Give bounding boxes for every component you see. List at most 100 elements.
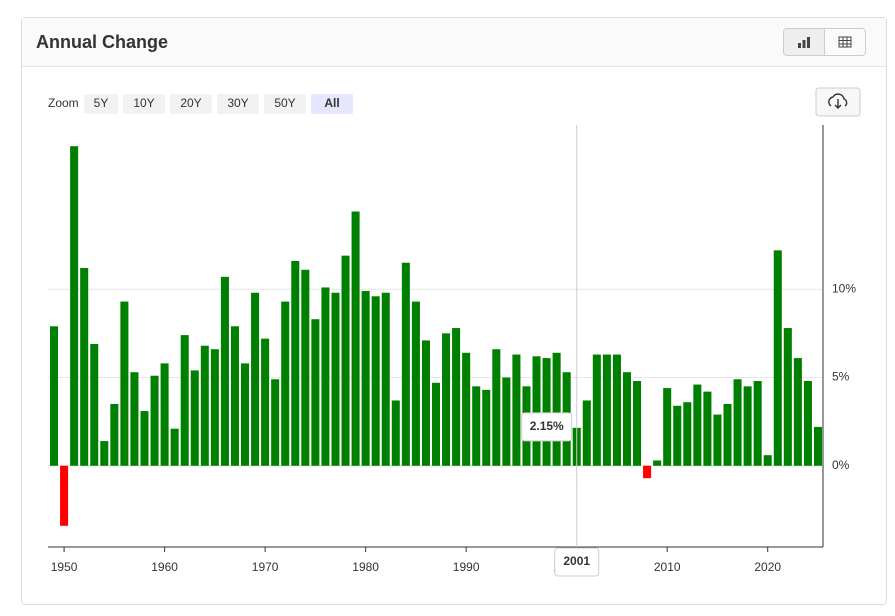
bar [743, 386, 752, 466]
bar [401, 262, 410, 466]
bar [673, 405, 682, 466]
bar [160, 363, 169, 466]
bar [813, 426, 822, 466]
bar [90, 343, 99, 466]
view-toggle [783, 28, 866, 56]
zoom-button-label: 50Y [274, 96, 295, 110]
bar [120, 301, 129, 466]
bar [763, 455, 772, 466]
bar [240, 363, 250, 466]
zoom-button-label: 20Y [180, 96, 201, 110]
bar [663, 388, 672, 466]
bar [532, 356, 541, 466]
bar [200, 345, 209, 466]
bar [612, 354, 621, 466]
zoom-button[interactable] [170, 94, 212, 114]
bar [381, 292, 390, 466]
bar [582, 400, 591, 466]
x-tick-label: 1970 [252, 560, 279, 574]
bar [150, 375, 159, 466]
bar [723, 403, 732, 466]
bar [190, 370, 199, 466]
bar [602, 354, 611, 466]
bar [542, 358, 551, 466]
bar [512, 354, 521, 466]
zoom-button[interactable] [311, 94, 353, 114]
bar [341, 255, 350, 466]
bar [431, 382, 441, 466]
x-tick-label: 1950 [51, 560, 78, 574]
bar [271, 379, 280, 466]
y-tick-label: 5% [832, 370, 850, 384]
bar [60, 465, 69, 526]
bar [552, 352, 561, 466]
bar [50, 326, 59, 466]
bar [703, 391, 712, 466]
zoom-button[interactable] [264, 94, 306, 114]
bar [421, 340, 430, 466]
bar [100, 441, 109, 466]
bar [170, 428, 179, 466]
zoom-button-label: 10Y [133, 96, 154, 110]
chart-view-button[interactable] [784, 29, 825, 55]
zoom-button-label: All [324, 96, 339, 110]
bar [140, 411, 149, 466]
bar [693, 384, 702, 466]
zoom-label: Zoom [48, 96, 79, 110]
bar [793, 358, 802, 466]
card-header: Annual Change [22, 18, 886, 67]
x-tick-label: 2010 [654, 560, 681, 574]
zoom-button-label: 30Y [227, 96, 248, 110]
bar [130, 372, 139, 466]
x-label-box [554, 547, 600, 577]
bar [361, 290, 370, 466]
bar [331, 292, 340, 466]
bar [442, 333, 451, 466]
bar [622, 372, 632, 466]
table-view-button[interactable] [825, 29, 865, 55]
bar [110, 403, 119, 466]
bar [261, 338, 270, 466]
bar [371, 296, 380, 466]
tooltip-box [521, 412, 573, 442]
x-tick-label: 1990 [453, 560, 480, 574]
bar [492, 349, 501, 466]
bar [502, 377, 511, 466]
bar [633, 381, 642, 466]
bar [683, 402, 692, 466]
bar [180, 335, 189, 466]
zoom-button[interactable] [84, 94, 118, 114]
download-icon [828, 93, 848, 109]
bar [391, 400, 400, 466]
bar [643, 465, 652, 479]
bar [592, 354, 601, 466]
bar [210, 349, 219, 466]
x-label-value: 2001 [563, 554, 590, 568]
bar [351, 211, 360, 466]
y-tick-label: 10% [832, 281, 856, 295]
x-tick-label: 2020 [754, 560, 781, 574]
tooltip-value: 2.15% [530, 419, 564, 433]
bar [472, 386, 481, 466]
bar [713, 414, 722, 466]
bar [311, 319, 320, 466]
card: Annual Change [21, 17, 887, 605]
bar [251, 292, 260, 466]
bar [653, 460, 662, 466]
x-tick-label: 1960 [151, 560, 178, 574]
bar [411, 301, 420, 466]
zoom-button[interactable] [123, 94, 165, 114]
bar [733, 379, 742, 466]
bar [783, 328, 792, 466]
bar [773, 250, 782, 466]
bar [301, 269, 310, 466]
zoom-button-label: 5Y [94, 96, 109, 110]
bar [452, 328, 461, 466]
bar [803, 381, 812, 466]
y-tick-label: 0% [832, 458, 850, 472]
zoom-button[interactable] [217, 94, 259, 114]
bar [220, 276, 229, 466]
bar [70, 146, 79, 466]
bar [291, 260, 300, 466]
